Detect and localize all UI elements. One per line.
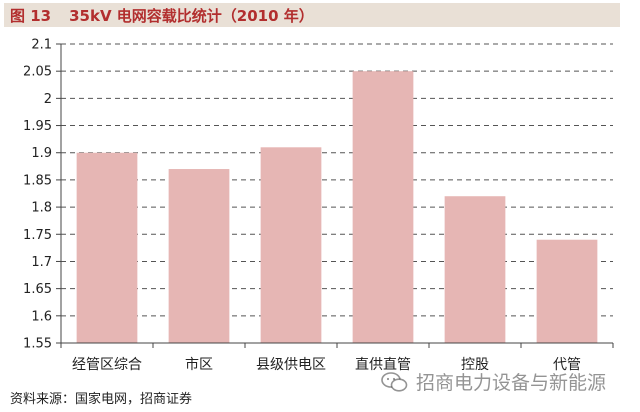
y-tick-label: 1.7 [31, 255, 52, 270]
chart-title: 35kV 电网容载比统计（2010 年） [69, 6, 314, 25]
y-tick-label: 1.75 [23, 228, 52, 243]
x-tick-label: 市区 [185, 356, 213, 373]
y-tick-label: 1.85 [23, 173, 52, 188]
bar-chart: 1.55 1.6 1.65 1.7 1.75 1.8 1.85 1.9 1.95 2 2.05 2.1… [23, 38, 614, 373]
y-tick-label: 2.1 [31, 38, 52, 53]
y-tick-label: 1.8 [31, 201, 52, 216]
y-tick-label: 2 [44, 92, 52, 107]
bar [352, 71, 414, 343]
y-tick-label: 1.6 [31, 309, 52, 324]
bar [260, 147, 322, 343]
watermark: 招商电力设备与新能源 [380, 368, 606, 395]
bar [536, 239, 598, 343]
x-tick-label: 经管区综合 [72, 357, 142, 373]
y-tick-label: 1.9 [31, 146, 52, 161]
x-tick-label: 代管 [553, 357, 581, 373]
y-tick-label: 1.65 [23, 282, 52, 297]
bar [76, 152, 138, 343]
y-tick-label: 1.95 [23, 119, 52, 134]
x-tick-label: 控股 [461, 357, 489, 373]
figure-label: 图 13 [10, 6, 52, 25]
figure-title-bar: 图 13 35kV 电网容载比统计（2010 年） [4, 3, 620, 27]
y-tick-label: 1.55 [23, 337, 52, 352]
wechat-icon [381, 371, 408, 392]
bar [168, 169, 230, 343]
x-tick-label: 县级供电区 [256, 357, 326, 373]
bar [444, 196, 506, 343]
source-note: 资料来源：国家电网，招商证券 [10, 392, 193, 407]
watermark-text: 招商电力设备与新能源 [416, 372, 607, 394]
y-tick-label: 2.05 [23, 65, 52, 80]
x-tick-label: 直供直管 [355, 356, 411, 373]
